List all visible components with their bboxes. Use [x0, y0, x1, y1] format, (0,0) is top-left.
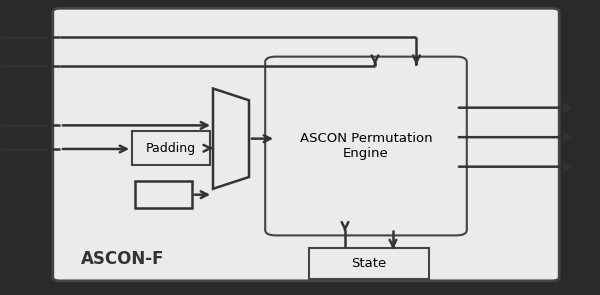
FancyBboxPatch shape [135, 181, 192, 208]
Text: ASCON-F: ASCON-F [81, 250, 164, 268]
FancyBboxPatch shape [309, 248, 429, 279]
FancyBboxPatch shape [265, 57, 467, 235]
Text: ASCON Permutation
Engine: ASCON Permutation Engine [299, 132, 433, 160]
FancyBboxPatch shape [132, 131, 210, 165]
Text: Padding: Padding [146, 142, 196, 155]
FancyBboxPatch shape [53, 8, 559, 281]
Polygon shape [213, 88, 249, 189]
Text: State: State [352, 257, 386, 270]
